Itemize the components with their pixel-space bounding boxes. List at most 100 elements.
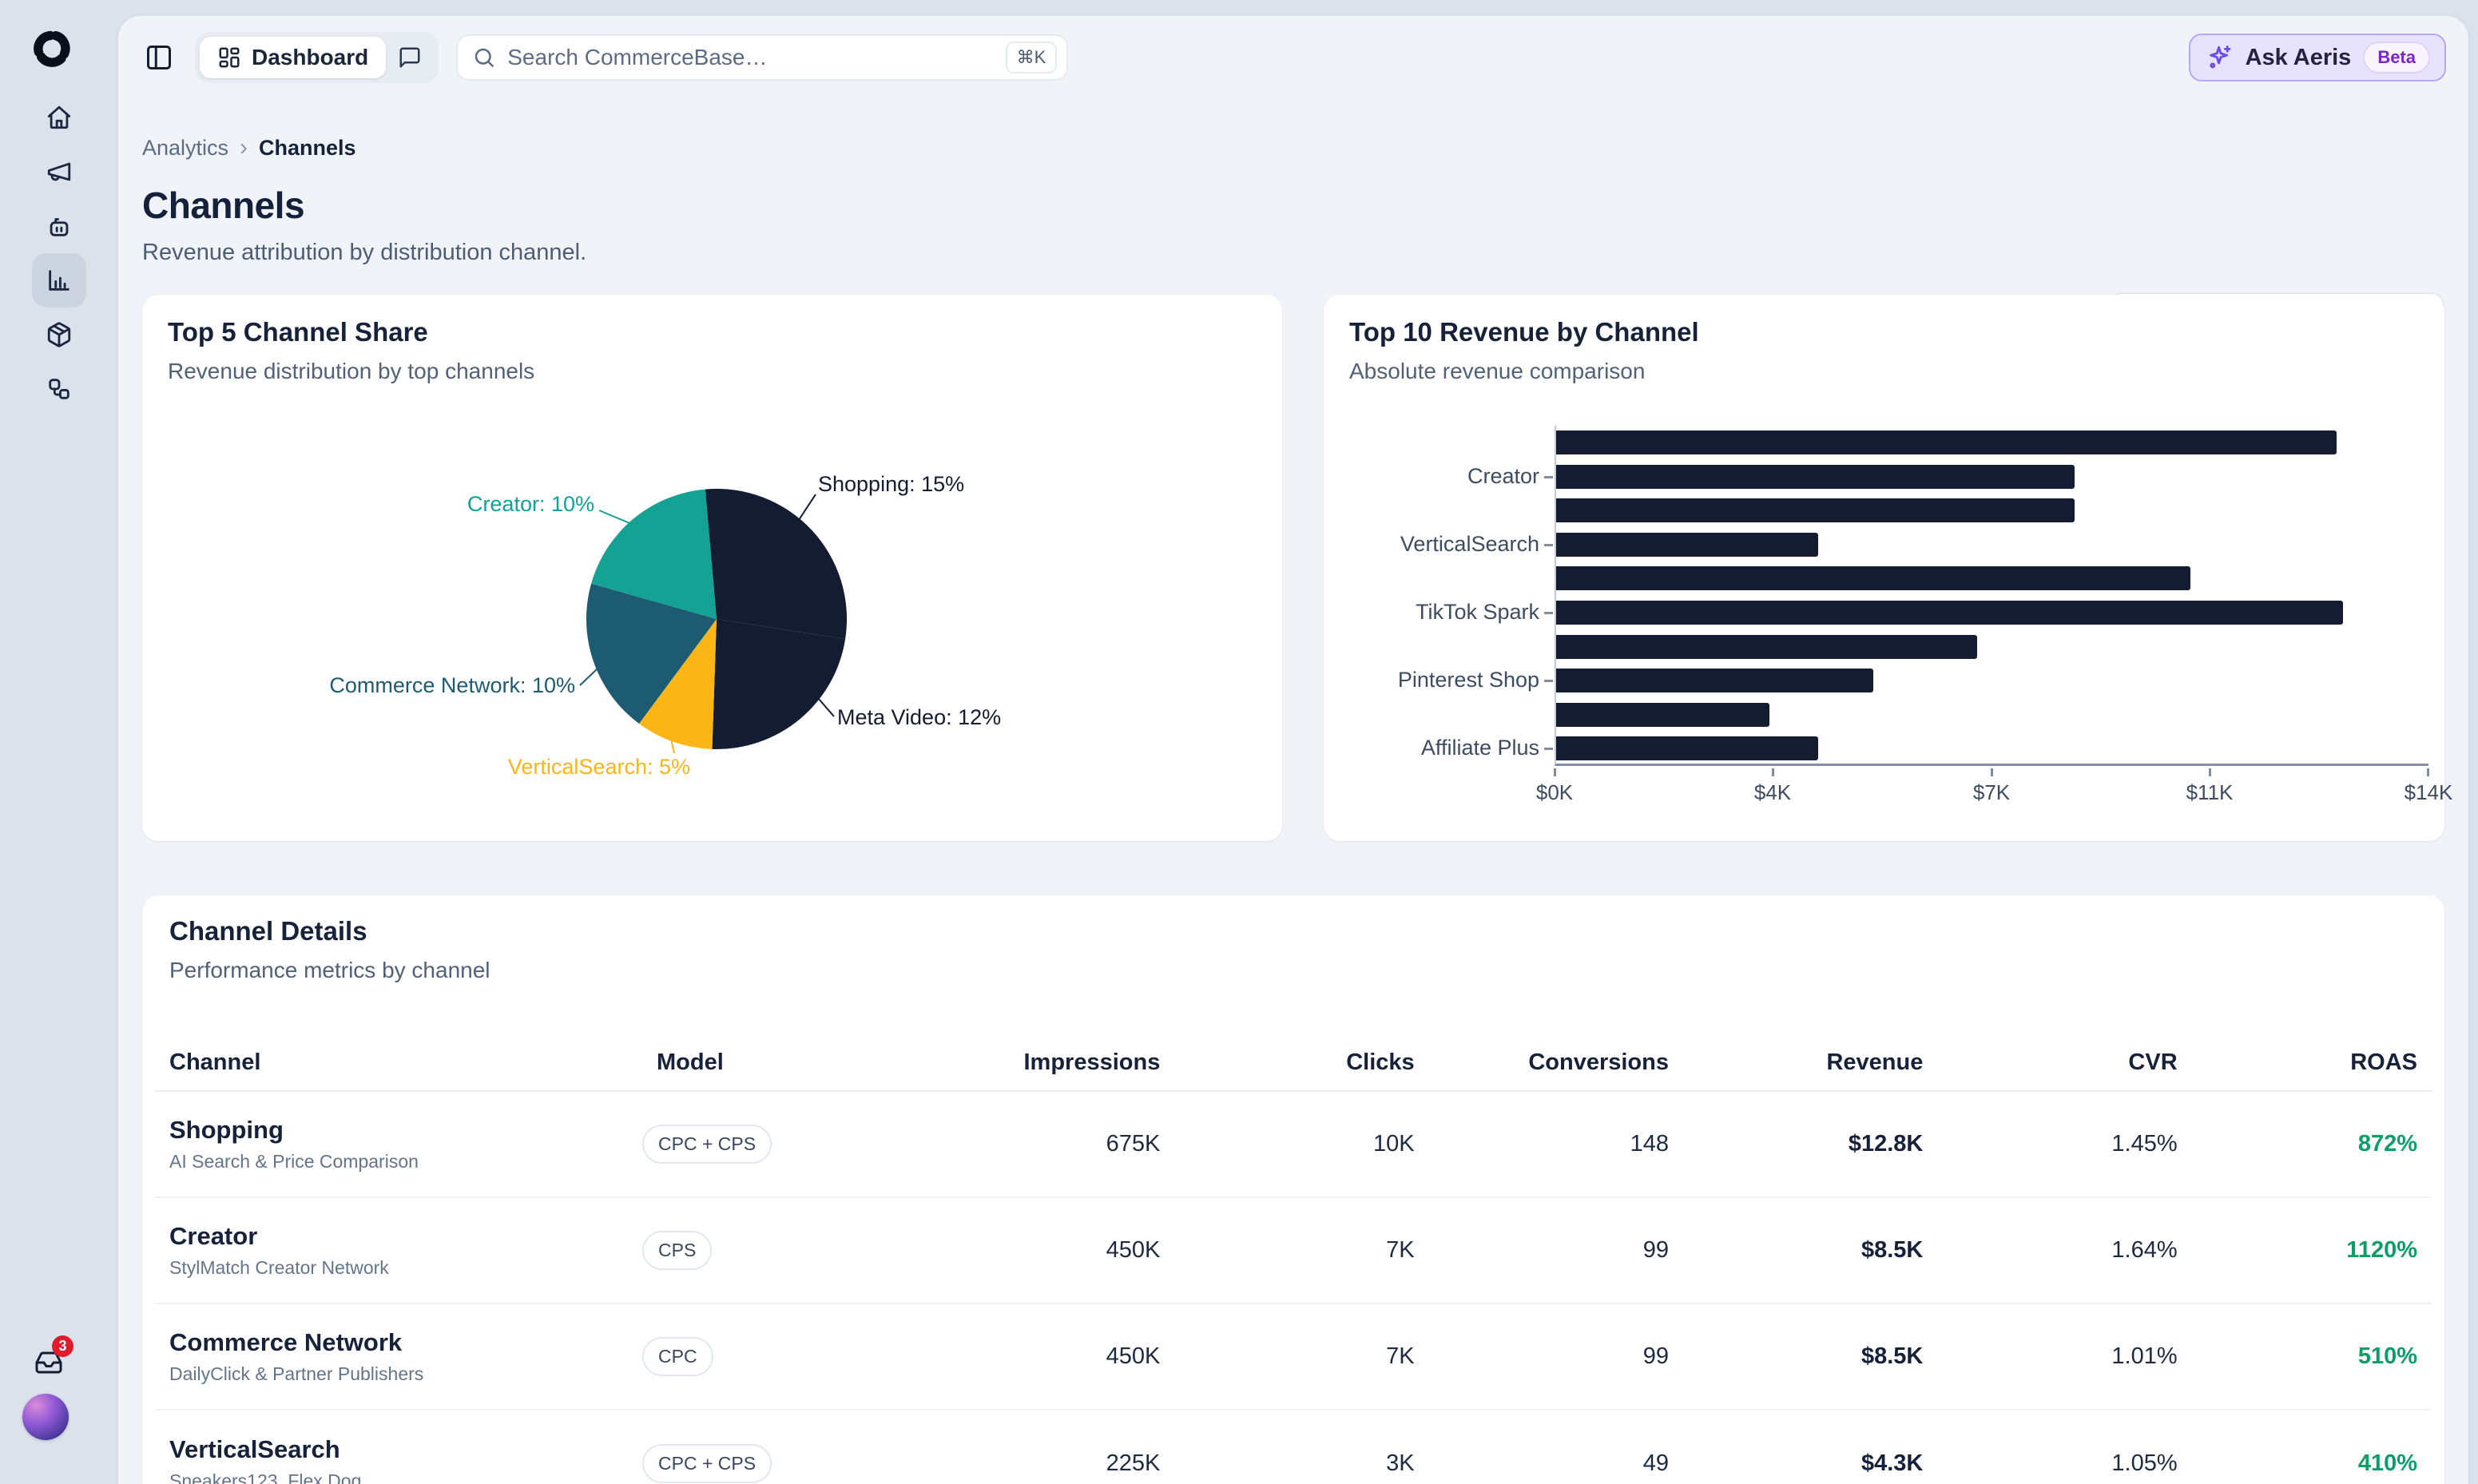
notification-badge: 3 — [52, 1335, 73, 1357]
bar-5 — [1556, 566, 2191, 590]
inbox-button[interactable]: 3 — [34, 1335, 73, 1380]
roas-value: 872% — [2357, 1131, 2417, 1157]
charts-row: Top 5 Channel Share Revenue distribution… — [142, 295, 2452, 841]
col-roas: ROAS — [2350, 1049, 2417, 1075]
channel-desc: AI Search & Price Comparison — [169, 1151, 419, 1172]
chat-tab[interactable] — [386, 37, 434, 78]
bar-chart-icon — [46, 267, 73, 294]
col-revenue: Revenue — [1826, 1049, 1924, 1075]
sidebar-item-analytics[interactable] — [32, 253, 86, 308]
bot-icon — [46, 212, 73, 240]
workflow-nodes-icon — [46, 375, 73, 403]
x-tick-label-1: $4K — [1753, 780, 1792, 804]
bar-ylabel-affiliate-plus: Affiliate Plus — [1420, 736, 1539, 760]
home-icon — [46, 104, 73, 131]
x-tick — [1554, 768, 1556, 776]
bar-chart-plot — [1555, 426, 2428, 766]
table-row-verticalsearch[interactable]: VerticalSearch Sneakers123, Flex Dog CPC … — [155, 1411, 2432, 1484]
page-title: Channels — [142, 185, 305, 226]
cvr-value: 1.64% — [2111, 1237, 2178, 1263]
impressions-value: 675K — [1106, 1131, 1161, 1157]
view-switcher: Dashboard — [195, 32, 439, 83]
pie-label-creator: Creator: 10% — [467, 492, 594, 516]
table-row-creator[interactable]: Creator StylMatch Creator Network CPS 450… — [155, 1198, 2432, 1304]
bar-ylabel-tiktok-spark: TikTok Spark — [1415, 600, 1539, 624]
pie-label-commerce: Commerce Network: 10% — [329, 673, 575, 697]
bar-shopping — [1556, 431, 2337, 454]
breadcrumb-separator: › — [240, 134, 248, 161]
roas-value: 1120% — [2346, 1237, 2417, 1263]
revenue-value: $8.5K — [1860, 1237, 1924, 1263]
leader-line-commerce — [579, 668, 598, 686]
dashboard-tab[interactable]: Dashboard — [200, 37, 387, 78]
ask-aeris-button[interactable]: Ask Aeris Beta — [2188, 34, 2446, 81]
pie-slice-verticalsearch — [639, 619, 717, 749]
model-badge: CPC + CPS — [642, 1125, 772, 1164]
main-panel: Dashboard ⌘K Ask Aeris Beta Analytics › … — [118, 16, 2468, 1484]
table-header: Channel Model Impressions Clicks Convers… — [155, 1034, 2432, 1092]
ask-aeris-label: Ask Aeris — [2245, 44, 2352, 70]
breadcrumb-channels: Channels — [259, 135, 356, 160]
table-subtitle: Performance metrics by channel — [169, 958, 490, 982]
sidebar-bottom: 3 — [0, 1335, 118, 1484]
bar-verticalsearch — [1556, 533, 1819, 557]
y-tick — [1544, 680, 1553, 682]
table-row-commerce-network[interactable]: Commerce Network DailyClick & Partner Pub… — [155, 1304, 2432, 1411]
clicks-value: 3K — [1386, 1450, 1415, 1476]
search-input[interactable] — [507, 45, 995, 70]
page-subtitle: Revenue attribution by distribution chan… — [142, 240, 587, 265]
global-search: ⌘K — [456, 34, 1069, 81]
clicks-value: 7K — [1386, 1343, 1415, 1369]
conversions-value: 99 — [1642, 1343, 1669, 1369]
y-tick — [1544, 748, 1553, 750]
pie-chart — [579, 488, 848, 754]
leader-line-meta — [817, 697, 835, 717]
channel-name: Commerce Network — [169, 1328, 403, 1356]
leader-line-creator — [598, 510, 649, 532]
col-model: Model — [657, 1049, 724, 1075]
bar-7 — [1556, 635, 1977, 659]
sidebar-item-integrations[interactable] — [32, 362, 86, 416]
revenue-by-channel-card: Top 10 Revenue by Channel Absolute reven… — [1324, 295, 2452, 841]
conversions-value: 99 — [1642, 1237, 1669, 1263]
col-cvr: CVR — [2128, 1049, 2178, 1075]
bar-card-title: Top 10 Revenue by Channel — [1349, 317, 1699, 347]
bar-pinterest-shop — [1556, 669, 1874, 692]
cvr-value: 1.01% — [2111, 1343, 2178, 1369]
revenue-value: $12.8K — [1848, 1131, 1924, 1157]
sidebar-item-products[interactable] — [32, 308, 86, 362]
x-tick-label-4: $14K — [2404, 780, 2453, 804]
revenue-value: $4.3K — [1860, 1450, 1924, 1476]
breadcrumb-analytics[interactable]: Analytics — [142, 135, 229, 160]
channel-desc: DailyClick & Partner Publishers — [169, 1363, 424, 1384]
sidebar-item-campaigns[interactable] — [32, 145, 86, 199]
channel-details-card: Channel Details Performance metrics by c… — [142, 895, 2444, 1484]
bar-creator — [1556, 465, 2075, 489]
sidebar-item-assistant[interactable] — [32, 199, 86, 253]
layout-grid-icon — [217, 46, 241, 69]
search-icon — [472, 46, 496, 69]
sidebar-item-home[interactable] — [32, 90, 86, 145]
leader-line-shopping — [798, 494, 816, 521]
impressions-value: 225K — [1106, 1450, 1161, 1476]
x-tick-label-2: $7K — [1972, 780, 2011, 804]
x-tick — [2427, 768, 2429, 776]
bar-tiktok-spark — [1556, 601, 2344, 625]
sidebar-toggle-button[interactable] — [141, 39, 177, 76]
leader-line-vertical — [670, 738, 675, 754]
user-avatar[interactable] — [22, 1394, 69, 1440]
bar-ylabel-verticalsearch: VerticalSearch — [1400, 532, 1539, 556]
bar-ylabel-pinterest-shop: Pinterest Shop — [1397, 668, 1539, 692]
search-shortcut-hint: ⌘K — [1005, 42, 1058, 73]
impressions-value: 450K — [1106, 1343, 1161, 1369]
pie-slice-meta-video — [712, 619, 846, 749]
brand-logo-icon — [29, 24, 75, 70]
table-row-shopping[interactable]: Shopping AI Search & Price Comparison CPC… — [155, 1092, 2432, 1198]
channel-share-card: Top 5 Channel Share Revenue distribution… — [142, 295, 1282, 841]
pie-slice-creator — [591, 489, 717, 619]
channel-name: Creator — [169, 1222, 258, 1250]
conversions-value: 49 — [1642, 1450, 1669, 1476]
col-channel: Channel — [169, 1049, 261, 1075]
cvr-value: 1.45% — [2111, 1131, 2178, 1157]
topbar: Dashboard ⌘K Ask Aeris Beta — [118, 16, 2468, 99]
